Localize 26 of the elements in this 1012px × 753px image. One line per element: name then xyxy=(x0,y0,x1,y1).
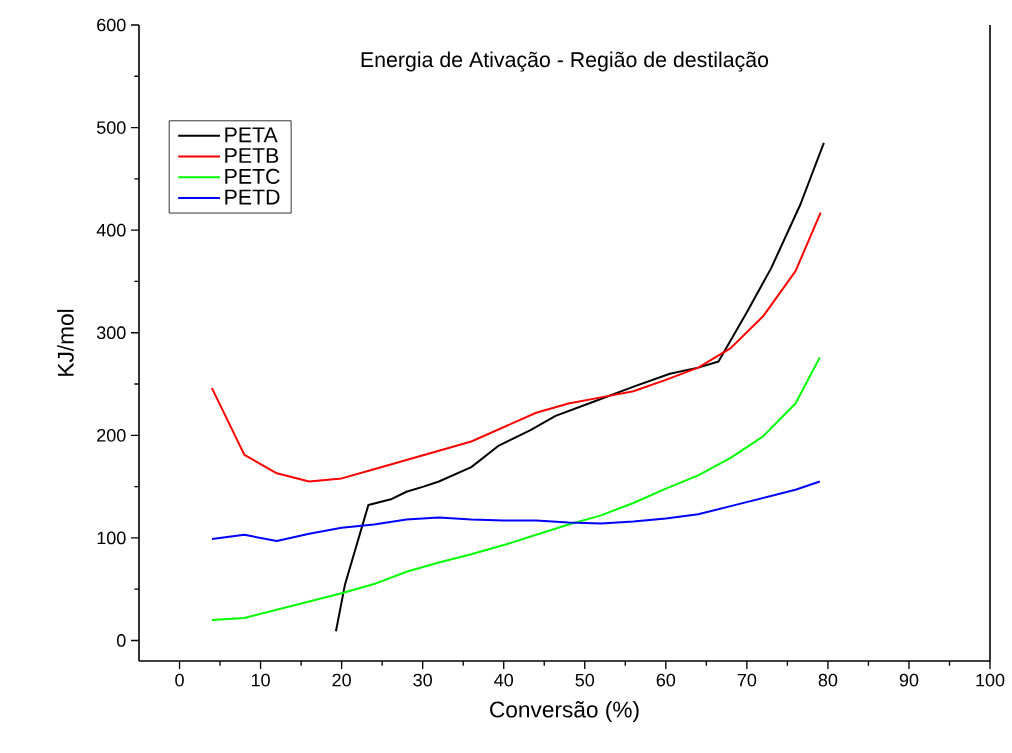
x-tick-label: 60 xyxy=(656,673,676,687)
x-tick-label: 10 xyxy=(251,673,270,687)
x-tick-label: 0 xyxy=(175,673,184,687)
x-tick-label: 70 xyxy=(737,673,757,687)
x-tick-label: 90 xyxy=(899,673,919,687)
legend-label: PETC xyxy=(225,168,280,184)
y-tick-label: 500 xyxy=(96,121,126,134)
x-tick-label: 50 xyxy=(575,673,595,687)
legend-label: PETB xyxy=(225,148,279,163)
x-tick-label: 30 xyxy=(413,673,432,687)
text: Energia de Ativação - Região de destilação xyxy=(361,51,769,72)
y-tick-label: 600 xyxy=(97,18,126,32)
y-tick-label: 0 xyxy=(116,634,126,647)
x-tick-label: 20 xyxy=(332,673,351,687)
x-tick-label: 40 xyxy=(494,673,514,687)
y-tick-label: 300 xyxy=(96,326,126,340)
y-tick-label: 400 xyxy=(96,223,126,237)
x-tick-label: 100 xyxy=(976,673,1005,687)
x-tick-label: 80 xyxy=(818,673,838,687)
legend-label: PETA xyxy=(225,127,278,143)
legend-label: PETD xyxy=(225,189,280,205)
y-tick-label: 100 xyxy=(97,531,126,545)
y-axis-title: KJ/mol xyxy=(57,309,74,376)
x-axis-title: Conversão (%) xyxy=(490,700,639,723)
line-series xyxy=(334,141,825,633)
y-tick-label: 200 xyxy=(97,428,126,442)
